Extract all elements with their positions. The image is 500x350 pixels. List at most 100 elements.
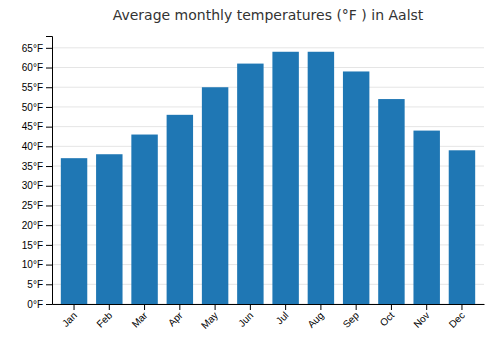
bar [343, 71, 369, 304]
x-tick: Aug [305, 304, 325, 330]
y-tick: 20°F [22, 220, 52, 231]
y-tick-mark [46, 68, 52, 69]
y-tick-mark [46, 284, 52, 285]
x-tick-label: Feb [94, 309, 114, 329]
y-tick-mark [46, 205, 52, 206]
y-tick-label: 20°F [22, 220, 43, 231]
y-tick-mark [46, 186, 52, 187]
y-tick-mark [46, 48, 52, 49]
x-tick-label: Mar [130, 309, 150, 329]
x-tick: Dec [447, 304, 467, 330]
x-tick-label: Jun [236, 310, 255, 329]
grid [52, 48, 484, 304]
y-tick-mark [46, 245, 52, 246]
x-tick: Jan [60, 304, 79, 329]
x-tick-mark [109, 304, 110, 310]
bar [272, 52, 298, 304]
bar [167, 115, 193, 304]
y-tick: 40°F [22, 141, 52, 152]
x-tick-label: Jul [274, 310, 291, 327]
y-tick-label: 30°F [22, 180, 43, 191]
y-tick-label: 35°F [22, 161, 43, 172]
x-tick: May [199, 304, 220, 331]
x-tick: Jun [236, 304, 255, 329]
grid-line [52, 47, 484, 48]
y-tick-mark [46, 127, 52, 128]
y-tick: 0°F [27, 299, 52, 310]
y-tick-label: 65°F [22, 43, 43, 54]
x-tick-label: Aug [305, 310, 325, 330]
y-tick: 50°F [22, 102, 52, 113]
bar [308, 52, 334, 304]
grid-line [52, 126, 484, 127]
x-tick-mark [144, 304, 145, 310]
x-tick-label: May [199, 310, 220, 331]
y-tick-mark [46, 225, 52, 226]
y-tick-mark [46, 87, 52, 88]
bar [378, 99, 404, 304]
y-tick-mark [46, 304, 52, 305]
x-tick: Sep [341, 304, 362, 330]
x-tick-label: Apr [166, 309, 185, 328]
y-tick-mark [46, 166, 52, 167]
bar [96, 154, 122, 304]
bar [413, 131, 439, 304]
x-tick-mark [285, 304, 286, 310]
x-tick-mark [179, 304, 180, 310]
x-tick-mark [461, 304, 462, 310]
x-tick-mark [356, 304, 357, 310]
x-tick: Nov [411, 304, 431, 330]
x-axis-line [53, 304, 485, 305]
bar [237, 64, 263, 304]
y-tick: 60°F [22, 62, 52, 73]
y-tick-mark [46, 265, 52, 266]
bar [449, 150, 475, 304]
x-tick-label: Sep [341, 309, 362, 330]
x-tick-label: Jan [60, 310, 79, 329]
bars [61, 52, 475, 304]
y-tick-mark [46, 107, 52, 108]
chart-container: Jan Feb Mar Apr May Jun Jul Aug Sep Oct Nov Dec 0°F 5… [0, 0, 500, 350]
y-tick: 35°F [22, 161, 52, 172]
bar [131, 135, 157, 304]
y-tick: 25°F [22, 200, 52, 211]
y-tick-label: 25°F [22, 200, 43, 211]
y-tick: 5°F [27, 279, 52, 290]
y-tick-label: 50°F [22, 102, 43, 113]
x-tick-mark [250, 304, 251, 310]
y-tick-label: 5°F [27, 279, 43, 290]
grid-line [52, 67, 484, 68]
x-tick-mark [74, 304, 75, 310]
bar [61, 158, 87, 304]
grid-line [52, 87, 484, 88]
y-tick: 45°F [22, 121, 52, 132]
y-tick-label: 45°F [22, 121, 43, 132]
x-tick-label: Dec [447, 310, 467, 330]
y-axis: 0°F 5°F 10°F 15°F 20°F 25°F 30°F 35°F 40°F 45°F 50… [22, 37, 53, 310]
x-tick: Oct [378, 304, 397, 328]
y-tick-mark [46, 146, 52, 147]
y-tick: 55°F [22, 82, 52, 93]
x-tick-label: Nov [411, 310, 431, 330]
x-tick-label: Oct [378, 310, 397, 329]
x-tick-mark [320, 304, 321, 310]
x-tick: Feb [94, 304, 114, 330]
x-axis: Jan Feb Mar Apr May Jun Jul Aug Sep Oct Nov Dec [53, 304, 485, 331]
bar [202, 87, 228, 304]
y-tick-label: 15°F [22, 240, 43, 251]
x-tick-mark [215, 304, 216, 310]
y-tick-label: 10°F [22, 259, 43, 270]
y-tick-label: 0°F [27, 299, 43, 310]
x-tick: Mar [130, 304, 150, 330]
x-tick-mark [391, 304, 392, 310]
x-tick: Jul [274, 304, 291, 326]
y-tick: 65°F [22, 43, 52, 54]
y-tick-label: 40°F [22, 141, 43, 152]
y-tick: 15°F [22, 240, 52, 251]
y-tick: 30°F [22, 180, 52, 191]
title: Average monthly temperatures (°F ) in Aa… [113, 7, 424, 23]
y-axis-line [46, 37, 53, 305]
y-tick-label: 55°F [22, 82, 43, 93]
y-tick: 10°F [22, 259, 52, 270]
grid-line [52, 106, 484, 107]
